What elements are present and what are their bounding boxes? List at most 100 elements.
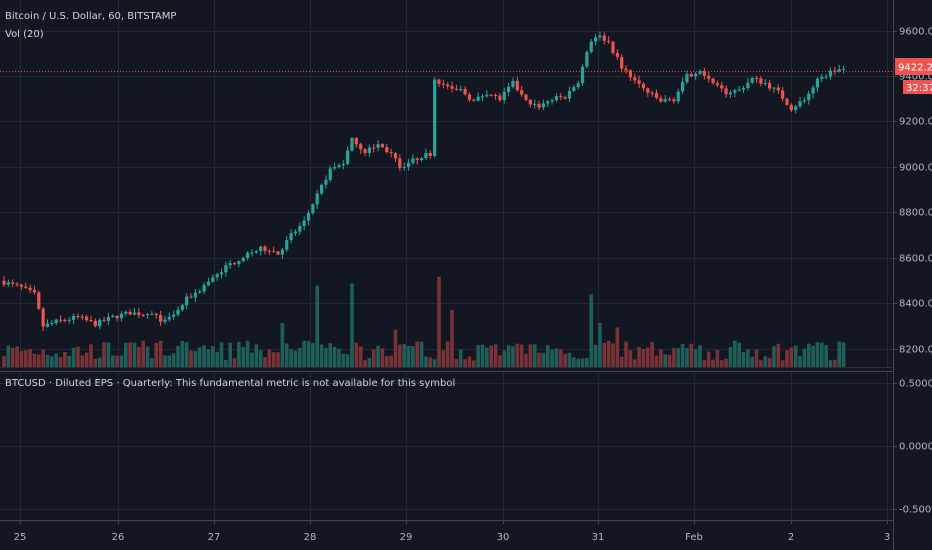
candle-body [620,57,624,69]
volume-bar [780,360,785,367]
candle-body [772,87,776,89]
candle-body [607,40,611,42]
eps-legend[interactable]: BTCUSD · Diluted EPS · Quarterly: This f… [5,378,456,389]
candle-body [224,265,228,273]
time-tick-label: 28 [304,532,317,543]
volume-bar [715,350,720,367]
volume-bar [467,356,472,367]
candle-body [802,100,806,102]
candle-body [19,284,23,287]
candle-body [237,261,241,265]
candle-body [319,184,324,194]
volume-bar [615,327,620,367]
volume-bar [772,346,776,367]
volume-bar [19,351,24,367]
candle-body [754,77,759,79]
candle-body [467,94,472,100]
volume-bar [319,344,324,367]
candle-body [145,314,150,316]
volume-bar [424,356,428,367]
candle-body [759,78,763,84]
candle-body [807,93,811,101]
volume-bar [184,342,189,367]
volume-bar [606,340,611,367]
candle-body [219,272,224,275]
volume-bar [241,347,246,367]
volume-bar [458,349,463,367]
volume-bar [550,349,554,367]
volume-bar [363,360,367,367]
volume-bar [833,359,837,367]
candle-body [402,166,406,168]
eps-axis[interactable]: 0.5000 0.0000 -0.5000 [893,379,932,516]
candle-body [667,99,672,101]
volume-bar [237,341,241,367]
volume-bar [763,356,768,367]
volume-bar [80,355,85,367]
volume-legend[interactable]: Vol (20) [5,29,44,40]
volume-bar [498,355,502,367]
volume-bar [211,346,215,367]
volume-bar [776,343,781,367]
candle-body [663,99,667,102]
volume-bar [580,358,585,367]
price-axis[interactable]: 9600.00 9400.00 9200.00 9000.00 8800.00 8600.… [893,27,932,356]
volume-bar [254,344,259,367]
candle-body [289,233,293,241]
candle-body [50,322,54,324]
volume-bar [245,340,250,367]
candle-body [328,168,332,180]
candle-body [750,77,754,83]
candle-body [828,70,833,77]
candle-body [254,250,258,253]
candle-body [794,106,798,111]
volume-bar [572,357,576,367]
volume-bar [302,340,306,367]
candle-body [637,80,641,84]
volume-bar [567,352,572,367]
candle-body [311,204,315,214]
volume-bar [750,356,754,367]
candle-body [76,316,80,318]
time-tick-label: 25 [14,532,27,543]
volume-bar [324,347,328,367]
candle-body [359,144,363,150]
candle-body [67,319,71,321]
candle-body [746,82,750,88]
candle-body [150,313,154,315]
candle-body [672,99,676,102]
candle-body [206,281,211,286]
time-axis[interactable]: 25 26 27 28 29 30 31 Feb 2 3 [14,520,891,543]
candle-body [589,41,593,53]
volume-bar [563,353,567,367]
countdown-badge [903,80,932,94]
volume-bar [650,341,654,367]
volume-bar [45,354,50,367]
candle-body [785,98,789,105]
candle-body [302,220,306,227]
candle-body [650,92,654,94]
candle-body [594,37,598,42]
candle-body [172,314,176,317]
candle-body [559,96,563,98]
volume-bar [828,360,833,367]
volume-bar [515,343,520,367]
candle-body [154,313,158,316]
volume-bar [576,358,580,367]
time-tick-label: 3 [884,532,890,543]
symbol-title[interactable]: Bitcoin / U.S. Dollar, 60, BITSTAMP [5,11,177,22]
volume-bar [128,342,132,367]
volume-bar [659,349,663,367]
volume-bar [41,349,45,367]
candle-body [354,137,358,145]
volume-bar [711,359,715,367]
candle-body [228,263,232,266]
volume-bar [180,340,185,367]
volume-bar [28,348,32,367]
candle-body [428,152,432,157]
volume-bar [554,348,559,367]
candle-body [93,320,97,327]
candle-body [189,296,193,298]
volume-bar [389,355,393,367]
